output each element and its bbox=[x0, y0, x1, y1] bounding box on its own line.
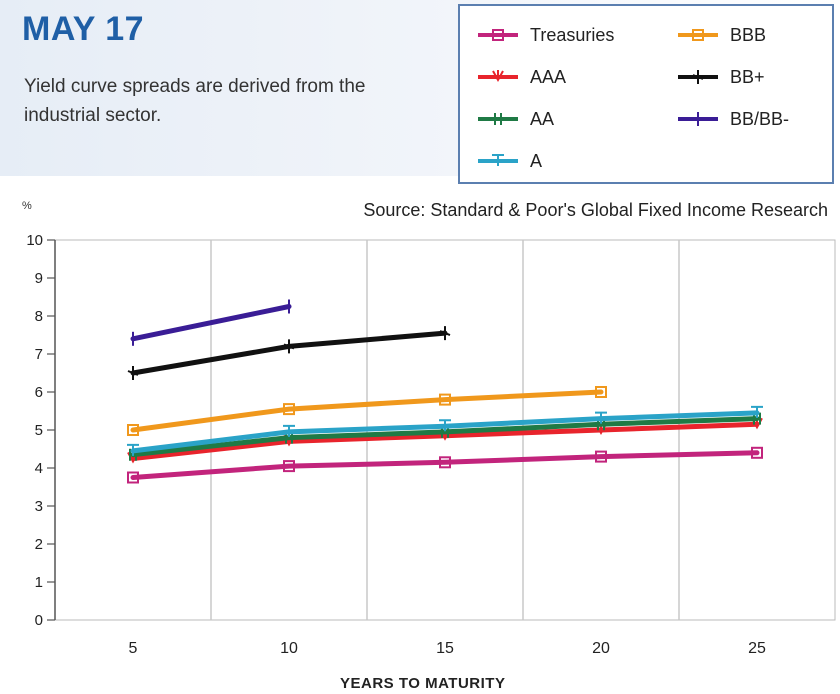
legend-label: AA bbox=[530, 108, 555, 129]
data-point bbox=[692, 70, 704, 84]
legend-swatch bbox=[478, 29, 518, 41]
legend-label: BB/BB- bbox=[730, 108, 790, 129]
x-tick-label: 10 bbox=[280, 640, 298, 657]
date-title: MAY 17 bbox=[22, 10, 145, 48]
legend-item-bbb: BBB bbox=[674, 21, 766, 49]
data-point bbox=[283, 424, 295, 437]
legend-item-bb-: BB+ bbox=[674, 63, 765, 91]
legend-swatch bbox=[478, 154, 518, 166]
data-point bbox=[492, 70, 504, 83]
legend-item-bb-bb-: BB/BB- bbox=[674, 105, 789, 133]
legend: Treasuries AAA AA A BBB BB+ BB/BB- bbox=[458, 4, 834, 184]
legend-label: AAA bbox=[530, 66, 567, 87]
data-point bbox=[283, 460, 295, 473]
x-axis-title: YEARS TO MATURITY bbox=[340, 675, 506, 692]
legend-swatch bbox=[678, 70, 718, 84]
data-point bbox=[692, 29, 704, 41]
y-tick-label: 9 bbox=[35, 270, 43, 287]
data-point bbox=[439, 419, 451, 432]
series-a bbox=[127, 405, 763, 456]
legend-label: Treasuries bbox=[530, 24, 615, 45]
y-tick-label: 3 bbox=[35, 498, 43, 515]
data-point bbox=[283, 339, 295, 354]
legend-swatch bbox=[478, 113, 518, 125]
data-point bbox=[439, 456, 451, 469]
legend-label: A bbox=[530, 150, 543, 171]
data-point bbox=[751, 446, 763, 459]
y-tick-label: 8 bbox=[35, 308, 43, 325]
series-line bbox=[130, 450, 760, 480]
data-point bbox=[751, 405, 763, 418]
data-point bbox=[494, 113, 502, 125]
data-point bbox=[439, 326, 451, 341]
y-tick-label: 7 bbox=[35, 346, 43, 363]
data-point bbox=[492, 154, 504, 166]
data-point bbox=[595, 386, 607, 398]
series-line bbox=[130, 304, 292, 342]
x-tick-label: 20 bbox=[592, 640, 610, 657]
legend-swatch bbox=[678, 112, 718, 126]
data-point bbox=[283, 403, 295, 416]
series-treasuries bbox=[127, 446, 763, 484]
x-tick-label: 15 bbox=[436, 640, 454, 657]
legend-item-aaa: AAA bbox=[474, 63, 566, 91]
legend-swatch bbox=[678, 29, 718, 41]
y-tick-label: 10 bbox=[26, 232, 43, 249]
series-bb-bb- bbox=[130, 299, 292, 346]
y-tick-label: 1 bbox=[35, 574, 43, 591]
data-point bbox=[127, 443, 139, 456]
y-tick-label: 6 bbox=[35, 384, 43, 401]
y-tick-label: 5 bbox=[35, 422, 43, 439]
data-point bbox=[595, 411, 607, 424]
x-tick-label: 5 bbox=[129, 640, 138, 657]
series-bbb bbox=[127, 386, 607, 436]
legend-label: BBB bbox=[730, 24, 767, 45]
legend-item-a: A bbox=[474, 147, 542, 175]
x-tick-label: 25 bbox=[748, 640, 766, 657]
series-line bbox=[130, 389, 604, 433]
y-tick-label: 2 bbox=[35, 536, 43, 553]
data-point bbox=[492, 29, 504, 41]
chart-subtitle: Yield curve spreads are derived from the… bbox=[24, 76, 366, 126]
series-line bbox=[130, 416, 760, 458]
data-point bbox=[595, 450, 607, 463]
y-axis-unit-label: % bbox=[22, 200, 32, 212]
source-note: Source: Standard & Poor's Global Fixed I… bbox=[363, 200, 828, 220]
series-bb- bbox=[127, 326, 451, 380]
y-tick-label: 0 bbox=[35, 612, 43, 629]
legend-label: BB+ bbox=[730, 66, 765, 87]
legend-item-treasuries: Treasuries bbox=[474, 21, 614, 49]
legend-item-aa: AA bbox=[474, 105, 554, 133]
data-point bbox=[127, 424, 139, 436]
y-tick-label: 4 bbox=[35, 460, 43, 477]
data-point bbox=[439, 393, 451, 406]
data-point bbox=[127, 471, 139, 484]
data-point bbox=[127, 366, 139, 380]
legend-swatch bbox=[478, 70, 518, 83]
